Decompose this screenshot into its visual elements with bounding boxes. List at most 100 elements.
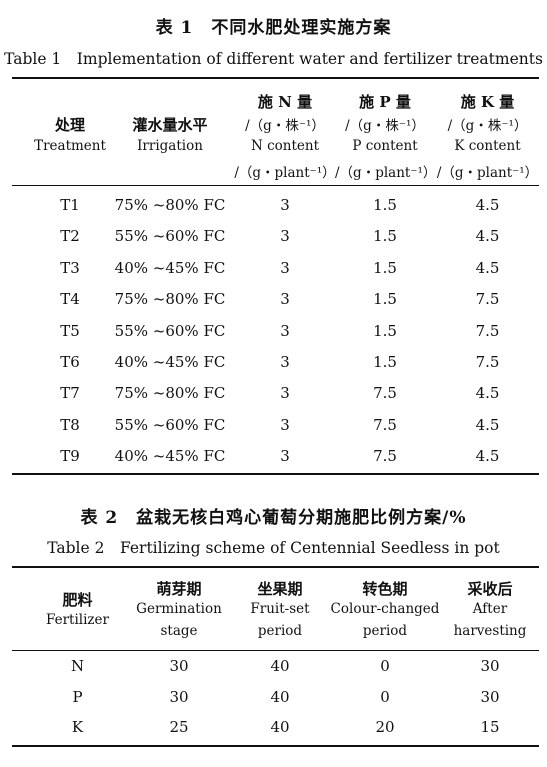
header-after-en2: harvesting [453, 623, 527, 639]
table-cell: 4.5 [475, 415, 500, 434]
header-k-unit-cn: /（g・株⁻¹） [447, 118, 528, 134]
header-germination-en1: Germination [136, 601, 222, 617]
table-cell: N [70, 657, 85, 675]
header-k-unit-en: /（g・plant⁻¹） [436, 165, 539, 181]
table-cell: 25 [169, 718, 189, 736]
header-n-cn: 施 N 量 [257, 93, 313, 111]
table-cell: 7.5 [475, 353, 500, 371]
table-cell: 1.5 [373, 290, 397, 309]
header-treatment-cn: 处理 [54, 116, 85, 134]
table-cell: 40 [270, 687, 290, 706]
table-cell: 4.5 [475, 227, 500, 246]
table-cell: 75% ~80% FC [114, 290, 226, 309]
table-cell: 7.5 [475, 321, 500, 340]
table-cell: 0 [380, 687, 390, 706]
table-cell: 30 [480, 657, 500, 675]
table-cell: 4.5 [475, 258, 500, 277]
header-k-cn: 施 K 量 [460, 93, 515, 111]
table-cell: 4.5 [475, 196, 500, 214]
table-cell: 4.5 [475, 447, 500, 466]
table1-header-rule [12, 185, 539, 186]
header-germination-en2: stage [160, 623, 198, 639]
table1-title-en: Table 1 Implementation of different wate… [4, 50, 543, 68]
table-cell: 40% ~45% FC [114, 447, 226, 466]
table-cell: 75% ~80% FC [114, 196, 226, 214]
table-cell: 1.5 [373, 258, 397, 277]
table2-title-cn: 表 2 盆栽无核白鸡心葡萄分期施肥比例方案/% [80, 508, 467, 528]
header-fertilizer-cn: 肥料 [62, 591, 93, 609]
table-cell: 1.5 [373, 353, 397, 371]
header-colour-en2: period [362, 623, 408, 639]
table-cell: 1.5 [373, 321, 397, 340]
table-cell: T1 [60, 196, 80, 214]
table-cell: 40% ~45% FC [114, 258, 226, 277]
header-n-unit-en: /（g・plant⁻¹） [234, 165, 336, 181]
table-cell: T3 [60, 258, 80, 277]
header-fruitset-cn: 坐果期 [257, 580, 303, 598]
table-cell: 30 [169, 657, 189, 675]
table-cell: 55% ~60% FC [114, 321, 226, 340]
table-cell: P [72, 687, 83, 706]
table-cell: 1.5 [373, 196, 397, 214]
table2-header-rule [12, 650, 539, 651]
table-cell: 3 [280, 258, 290, 277]
table-cell: 30 [480, 687, 500, 706]
table-cell: 3 [280, 353, 290, 371]
table-cell: 40 [270, 718, 290, 736]
table-cell: 40 [270, 657, 290, 675]
header-fruitset-en2: period [257, 623, 303, 639]
table-cell: 7.5 [475, 290, 500, 309]
table-cell: T9 [60, 447, 80, 466]
table-cell: 40% ~45% FC [114, 353, 226, 371]
header-germination-cn: 萌芽期 [156, 580, 202, 598]
header-n-unit-cn: /（g・株⁻¹） [245, 118, 325, 134]
table-cell: 75% ~80% FC [114, 384, 226, 403]
header-fertilizer-en: Fertilizer [45, 612, 109, 628]
table-cell: 15 [480, 718, 500, 736]
table-cell: T6 [60, 353, 80, 371]
table-cell: 3 [280, 321, 290, 340]
table-cell: 55% ~60% FC [114, 227, 226, 246]
header-colour-cn: 转色期 [362, 580, 408, 598]
table-cell: 3 [280, 415, 290, 434]
table-cell: 4.5 [475, 384, 500, 403]
header-p-unit-en: /（g・plant⁻¹） [335, 165, 437, 181]
table-cell: 7.5 [373, 384, 397, 403]
table-cell: 20 [375, 718, 395, 736]
header-after-en1: After [472, 601, 508, 617]
table2-title-en: Table 2 Fertilizing scheme of Centennial… [47, 539, 500, 557]
table-cell: 3 [280, 196, 290, 214]
header-p-cn: 施 P 量 [359, 93, 411, 111]
table-cell: 3 [280, 447, 290, 466]
table-cell: 3 [280, 384, 290, 403]
table-cell: 30 [169, 687, 189, 706]
header-p-unit-cn: /（g・株⁻¹） [345, 118, 425, 134]
table-cell: 7.5 [373, 415, 397, 434]
table-cell: 55% ~60% FC [114, 415, 226, 434]
table1-top-rule [12, 77, 539, 79]
table2-top-rule [12, 566, 539, 568]
table1-title-cn: 表 1 不同水肥处理实施方案 [155, 18, 392, 38]
table-cell: T2 [60, 227, 80, 246]
header-irrigation-en: Irrigation [137, 138, 203, 154]
table1-bottom-rule [12, 473, 539, 475]
table-cell: K [71, 718, 84, 736]
table2-bottom-rule [12, 745, 539, 747]
header-p-en: P content [352, 138, 418, 154]
table-cell: T5 [60, 321, 80, 340]
header-treatment-en: Treatment [34, 138, 106, 154]
table-cell: 3 [280, 227, 290, 246]
header-k-en: K content [454, 138, 521, 154]
table-cell: T8 [60, 415, 80, 434]
header-n-en: N content [250, 138, 320, 154]
header-fruitset-en1: Fruit-set [250, 601, 310, 617]
table-cell: T7 [60, 384, 80, 403]
table-cell: 0 [380, 657, 390, 675]
header-irrigation-cn: 灌水量水平 [132, 116, 208, 134]
table-cell: 3 [280, 290, 290, 309]
header-colour-en1: Colour-changed [330, 601, 440, 617]
header-after-cn: 采收后 [467, 580, 513, 598]
table-cell: T4 [60, 290, 80, 309]
table-cell: 7.5 [373, 447, 397, 466]
table-cell: 1.5 [373, 227, 397, 246]
